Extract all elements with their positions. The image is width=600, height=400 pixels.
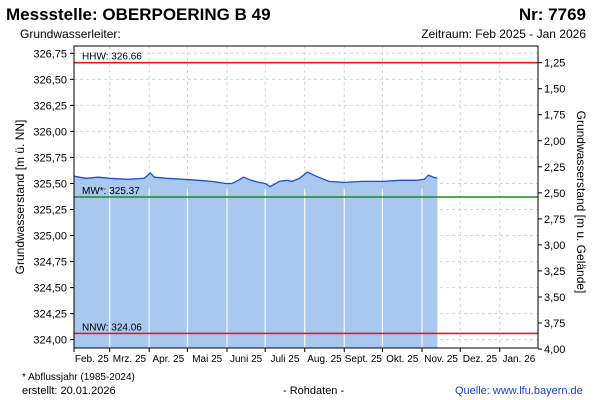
reference-label: MW*: 325.37: [82, 186, 140, 197]
reference-label: HHW: 326.66: [82, 52, 142, 63]
y-right-tick-label: 3,00: [544, 240, 565, 252]
y-right-tick-label: 3,75: [544, 318, 565, 330]
y-left-tick-label: 324,00: [33, 335, 67, 347]
x-tick-label: Sept. 25: [345, 354, 383, 365]
raw-data-label: - Rohdaten -: [283, 385, 345, 397]
created-date: erstellt: 20.01.2026: [22, 385, 116, 397]
y-right-axis-label: Grundwasserstand [m u. Gelände]: [574, 111, 588, 294]
period-label: Zeitraum: Feb 2025 - Jan 2026: [421, 27, 586, 41]
y-right-tick-label: 2,50: [544, 188, 565, 200]
plot-frame: [73, 45, 539, 349]
y-left-tick-label: 325,25: [33, 204, 67, 216]
x-tick-label: Mrz. 25: [113, 354, 147, 365]
station-number: Nr: 7769: [518, 5, 586, 24]
x-tick-label: Apr. 25: [152, 354, 184, 365]
y-right-tick-label: 1,25: [544, 58, 565, 70]
x-tick-label: Dez. 25: [463, 354, 498, 365]
y-left-tick-label: 324,50: [33, 283, 67, 295]
y-left-axis-label: Grundwasserstand [m ü. NN]: [13, 120, 27, 275]
source-link[interactable]: Quelle: www.lfu.bayern.de: [455, 385, 583, 397]
water-level-line: [73, 171, 438, 188]
x-tick-label: Juni 25: [230, 354, 263, 365]
y-right-tick-label: 2,00: [544, 136, 565, 148]
y-right-tick-label: 3,25: [544, 266, 565, 278]
x-tick-label: Juli 25: [271, 354, 300, 365]
x-tick-label: Nov. 25: [424, 354, 458, 365]
y-left-tick-label: 325,00: [33, 231, 67, 243]
y-left-tick-label: 325,50: [33, 178, 67, 190]
y-right-tick-label: 2,25: [544, 162, 565, 174]
y-left-tick-label: 326,50: [33, 74, 67, 86]
y-left-tick-label: 326,25: [33, 100, 67, 112]
y-left-tick-label: 325,75: [33, 152, 67, 164]
y-left-tick-label: 324,75: [33, 257, 67, 269]
x-tick-label: Jan. 26: [502, 354, 535, 365]
y-right-tick-label: 1,50: [544, 84, 565, 96]
y-left-tick-label: 326,75: [33, 48, 67, 60]
y-left-tick-label: 326,00: [33, 126, 67, 138]
aquifer-label: Grundwasserleiter:: [20, 27, 121, 41]
x-tick-label: Feb. 25: [75, 354, 109, 365]
y-right-tick-label: 4,00: [544, 344, 565, 356]
station-title: Messstelle: OBERPOERING B 49: [6, 5, 271, 24]
footnote-period: * Abflussjahr (1985-2024): [22, 372, 135, 383]
x-tick-label: Mai 25: [192, 354, 222, 365]
water-level-area: [74, 172, 438, 348]
y-right-tick-label: 2,75: [544, 214, 565, 226]
y-right-tick-label: 1,75: [544, 110, 565, 122]
y-left-tick-label: 324,25: [33, 309, 67, 321]
y-right-tick-label: 3,50: [544, 292, 565, 304]
x-tick-label: Okt. 25: [386, 354, 419, 365]
reference-label: NNW: 324.06: [82, 322, 142, 333]
x-tick-label: Aug. 25: [307, 354, 342, 365]
